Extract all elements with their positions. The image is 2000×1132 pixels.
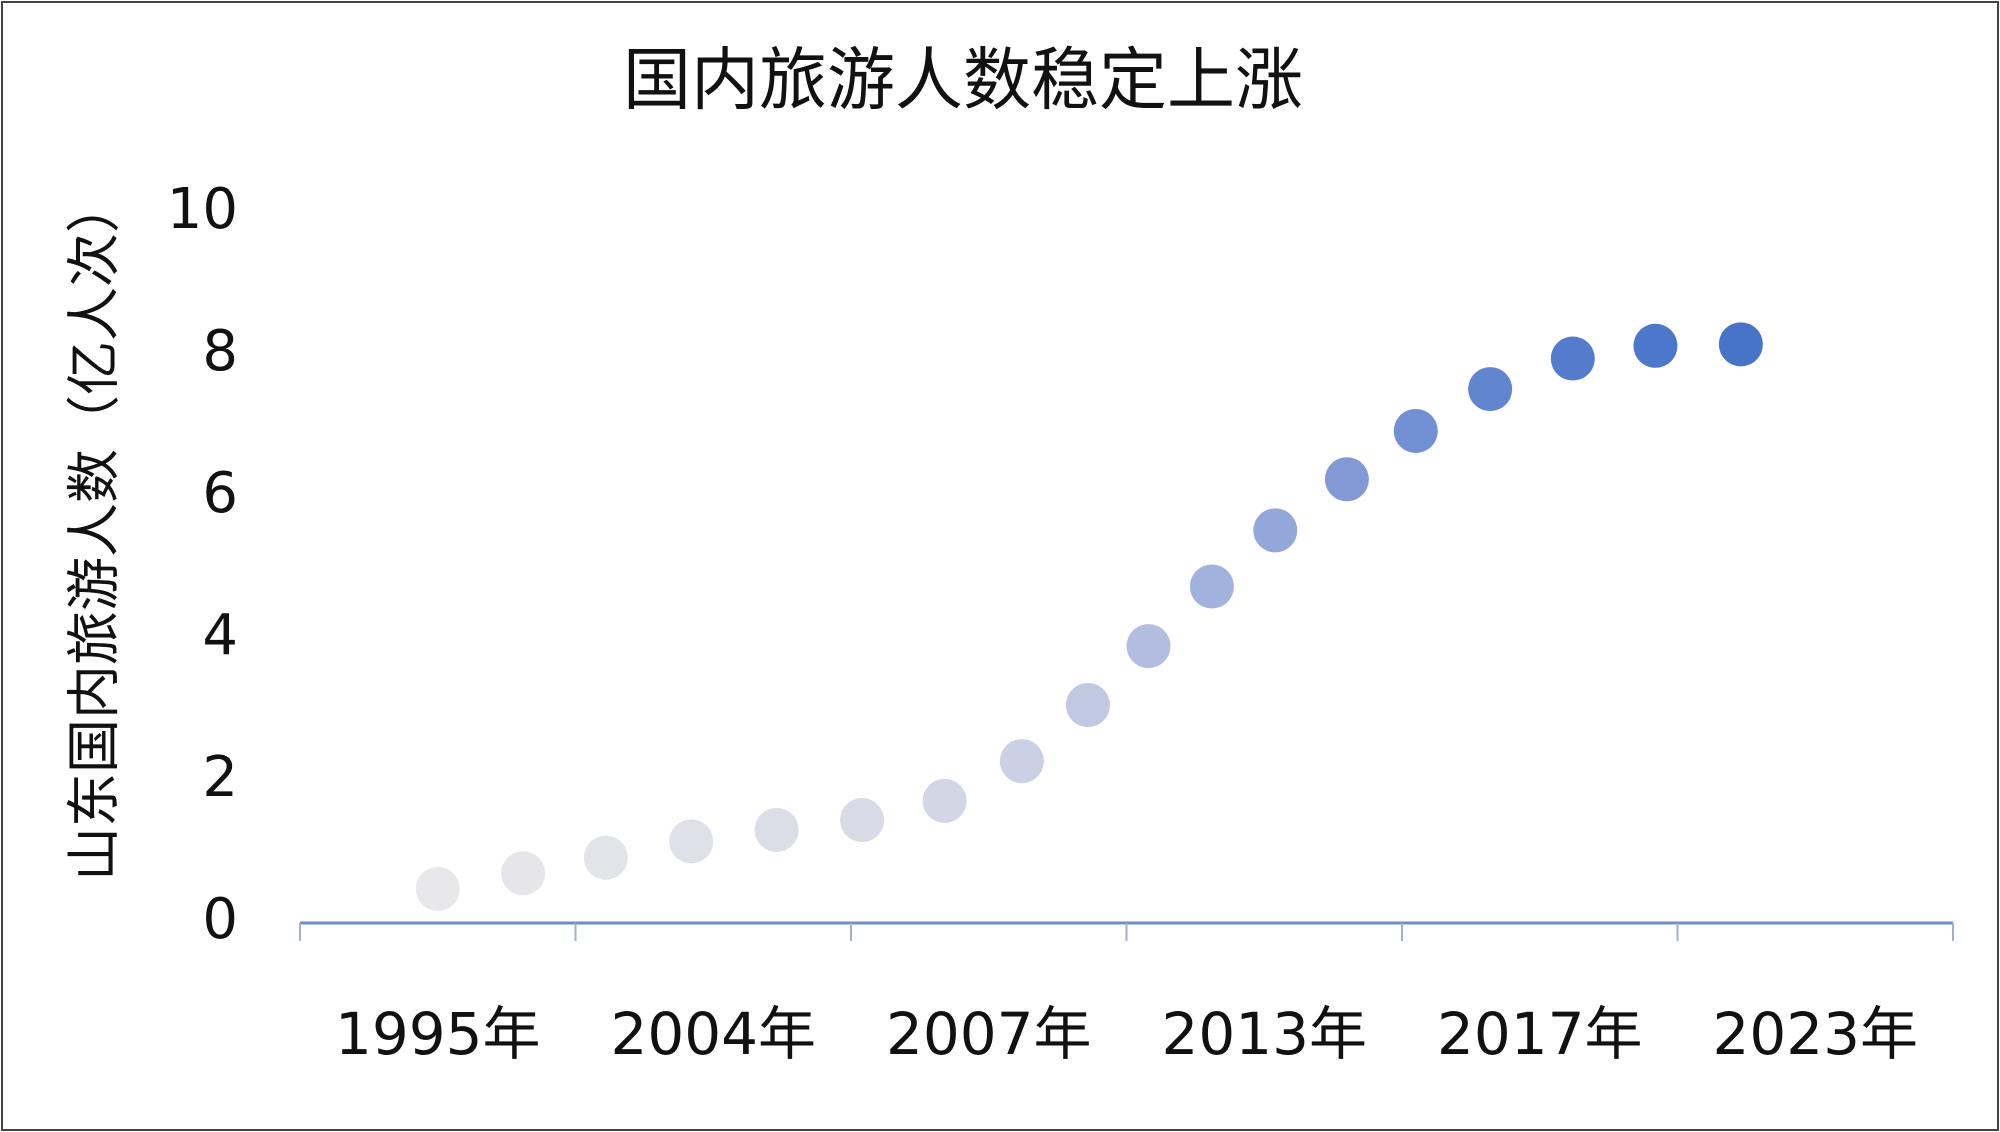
point	[1550, 336, 1595, 381]
chart-title: 国内旅游人数稳定上涨	[623, 42, 1303, 121]
point	[415, 866, 460, 911]
y-tick-label: 0	[202, 887, 238, 952]
point	[669, 819, 714, 864]
y-tick-label: 4	[202, 603, 238, 668]
y-axis-label: 山东国内旅游人数（亿人次）	[63, 179, 126, 881]
x-tick-label: 2013年	[1161, 1000, 1367, 1068]
x-tick-label: 2004年	[610, 1000, 816, 1068]
point	[501, 851, 546, 896]
point	[1468, 367, 1513, 412]
point	[583, 835, 628, 880]
y-tick-label: 6	[202, 461, 238, 526]
x-tick-label: 2007年	[886, 1000, 1092, 1068]
point	[1189, 564, 1234, 609]
point	[754, 807, 799, 852]
y-tick-label: 2	[202, 745, 238, 810]
point	[840, 798, 885, 843]
y-tick-label: 8	[202, 319, 238, 384]
x-tick-label: 2023年	[1712, 1000, 1918, 1068]
point	[1393, 408, 1438, 453]
point	[1253, 508, 1298, 553]
y-tick-label: 10	[167, 177, 238, 242]
point	[1633, 323, 1678, 368]
x-tick-label: 2017年	[1437, 1000, 1643, 1068]
x-tick-label: 1995年	[335, 1000, 541, 1068]
point	[1126, 624, 1171, 669]
point	[999, 739, 1044, 784]
point	[922, 778, 967, 823]
point	[1718, 322, 1763, 367]
point	[1065, 683, 1110, 728]
point	[1324, 457, 1369, 502]
